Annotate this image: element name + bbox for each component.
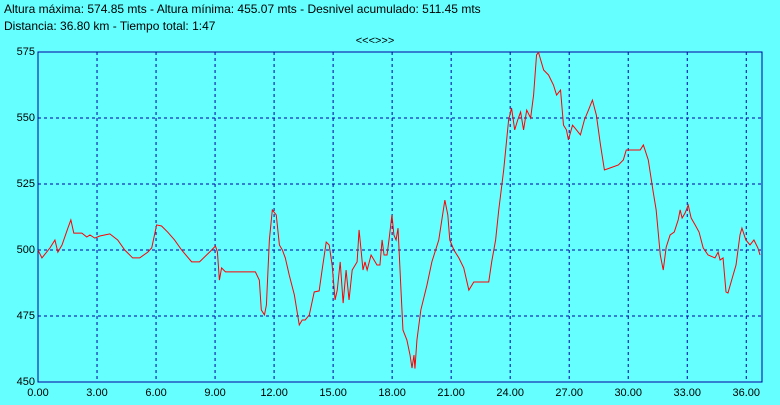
x-tick-label: 36.00: [732, 387, 760, 399]
x-tick-label: 0.00: [27, 387, 48, 399]
y-tick-label: 550: [17, 112, 35, 124]
x-tick-label: 3.00: [86, 387, 107, 399]
summary-line: Distancia: 36.80 km - Tiempo total: 1:47: [4, 19, 216, 33]
x-tick-label: 6.00: [145, 387, 166, 399]
x-tick-label: 24.00: [496, 387, 524, 399]
elevation-line: [37, 51, 761, 369]
y-tick-label: 525: [17, 178, 35, 190]
x-tick-label: 9.00: [204, 387, 225, 399]
x-tick-label: 12.00: [260, 387, 288, 399]
summary-line: Altura máxima: 574.85 mts - Altura mínim…: [4, 2, 481, 16]
x-tick-label: 27.00: [555, 387, 583, 399]
x-tick-label: 33.00: [673, 387, 701, 399]
y-tick-label: 575: [17, 46, 35, 58]
y-tick-label: 500: [17, 244, 35, 256]
x-tick-label: 18.00: [378, 387, 406, 399]
x-tick-label: 30.00: [614, 387, 642, 399]
plot-frame: [37, 51, 763, 383]
nav-button[interactable]: <<<>>>: [355, 35, 395, 47]
y-tick-label: 450: [17, 376, 35, 388]
y-tick-label: 475: [17, 310, 35, 322]
x-tick-label: 15.00: [319, 387, 347, 399]
x-tick-label: 21.00: [437, 387, 465, 399]
